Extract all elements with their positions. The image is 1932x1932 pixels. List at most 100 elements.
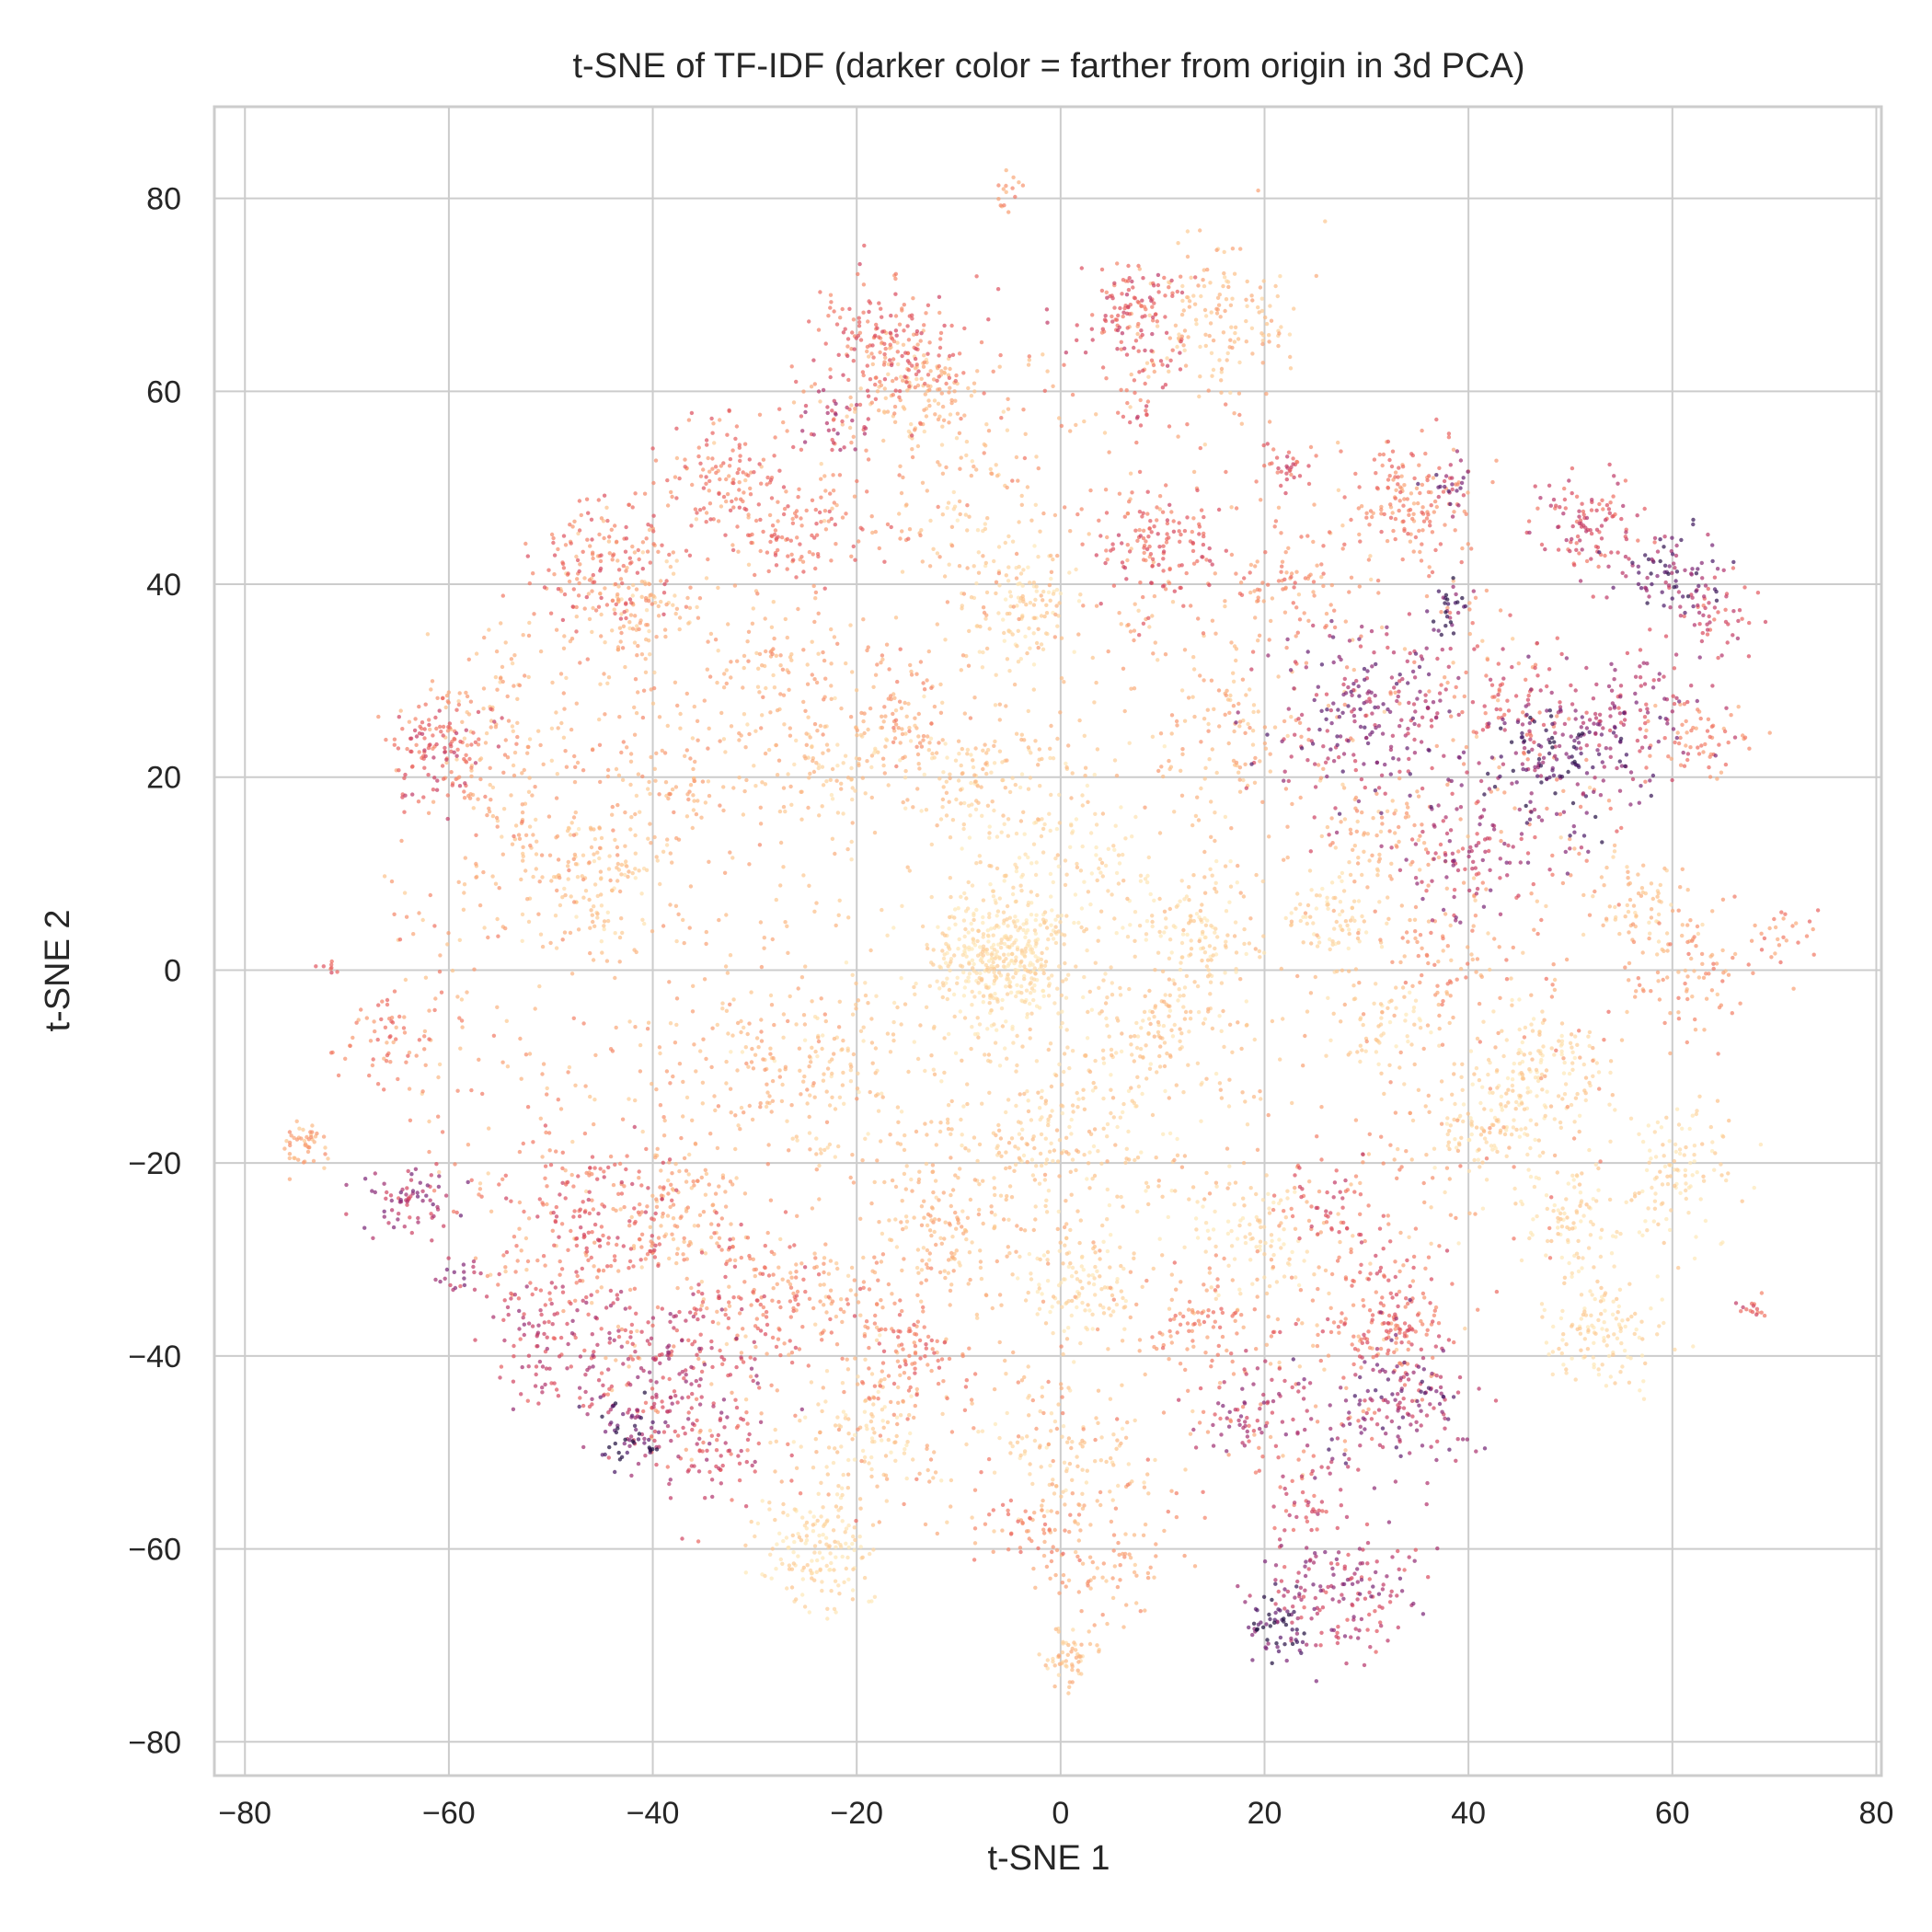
scatter-point <box>1219 366 1225 372</box>
scatter-point <box>880 1095 885 1099</box>
scatter-point <box>1010 539 1016 544</box>
scatter-point <box>778 663 783 668</box>
scatter-point <box>841 1472 845 1478</box>
scatter-point <box>1692 1153 1696 1157</box>
scatter-point <box>664 843 670 847</box>
scatter-point <box>997 1435 1002 1441</box>
scatter-point <box>803 1541 808 1546</box>
scatter-point <box>1203 314 1209 318</box>
scatter-point <box>1004 957 1008 961</box>
scatter-point <box>1552 1153 1558 1158</box>
scatter-point <box>984 751 989 755</box>
scatter-point <box>829 661 834 666</box>
scatter-point <box>881 1425 886 1431</box>
scatter-point <box>1064 914 1069 918</box>
scatter-point <box>1037 1652 1041 1657</box>
scatter-point <box>1053 1073 1059 1078</box>
scatter-point <box>1124 1146 1130 1152</box>
scatter-point <box>1263 1240 1268 1246</box>
scatter-point <box>1356 899 1362 903</box>
scatter-point <box>988 882 993 887</box>
scatter-point <box>1078 1442 1083 1446</box>
scatter-point <box>1482 1136 1488 1141</box>
scatter-point <box>995 914 999 918</box>
scatter-point <box>1022 954 1028 959</box>
scatter-point <box>969 921 973 926</box>
scatter-point <box>1086 799 1090 804</box>
scatter-point <box>1639 886 1645 891</box>
scatter-point <box>746 1064 751 1069</box>
scatter-point <box>640 550 645 555</box>
scatter-point <box>1530 1057 1535 1062</box>
scatter-point <box>1495 787 1501 792</box>
scatter-point <box>1111 1115 1117 1120</box>
scatter-point <box>870 1269 875 1273</box>
scatter-point <box>618 1207 623 1212</box>
scatter-point <box>1222 249 1226 255</box>
scatter-point <box>773 1517 777 1523</box>
scatter-point <box>1114 931 1119 936</box>
scatter-point <box>852 1457 857 1462</box>
scatter-point <box>1260 361 1265 365</box>
scatter-point <box>1048 828 1052 834</box>
scatter-point <box>633 811 638 817</box>
scatter-point <box>794 738 799 743</box>
scatter-point <box>673 903 679 908</box>
scatter-point <box>979 785 983 789</box>
scatter-point <box>1223 971 1227 975</box>
scatter-point <box>1226 1104 1232 1109</box>
scatter-point <box>954 436 960 441</box>
scatter-point <box>835 1514 841 1519</box>
scatter-point <box>840 1519 845 1524</box>
scatter-point <box>984 590 990 595</box>
scatter-point <box>1035 892 1040 898</box>
scatter-point <box>487 809 492 814</box>
scatter-point <box>1000 1024 1006 1029</box>
scatter-point <box>1032 1511 1037 1515</box>
scatter-point <box>1258 955 1262 960</box>
scatter-point <box>1236 391 1242 396</box>
scatter-point <box>1007 1165 1012 1170</box>
scatter-point <box>1202 875 1207 880</box>
scatter-point <box>1030 1137 1035 1142</box>
scatter-point <box>704 576 709 581</box>
scatter-point <box>1213 1209 1217 1214</box>
scatter-point <box>1620 1364 1625 1369</box>
scatter-point <box>849 765 854 771</box>
scatter-point <box>821 1556 825 1560</box>
scatter-point <box>1058 1240 1063 1245</box>
scatter-point <box>715 680 719 685</box>
scatter-point <box>1066 1642 1071 1648</box>
scatter-point <box>951 992 957 997</box>
scatter-point <box>1017 1132 1022 1136</box>
scatter-point <box>1510 997 1514 1003</box>
scatter-point <box>665 723 670 729</box>
scatter-point <box>1371 816 1375 821</box>
scatter-point <box>1345 923 1350 928</box>
scatter-point <box>1180 932 1186 937</box>
scatter-point <box>947 1031 951 1037</box>
scatter-point <box>1056 964 1062 969</box>
scatter-point <box>962 800 967 806</box>
scatter-point <box>1056 1282 1062 1288</box>
scatter-point <box>1033 502 1039 507</box>
scatter-point <box>1193 317 1199 322</box>
scatter-point <box>1111 1463 1116 1467</box>
scatter-point <box>1268 1434 1273 1440</box>
scatter-point <box>1582 1306 1587 1311</box>
scatter-point <box>880 1231 885 1236</box>
scatter-point <box>1032 966 1038 971</box>
scatter-point <box>635 1328 639 1334</box>
scatter-point <box>850 1597 856 1602</box>
scatter-point <box>1075 1455 1079 1459</box>
scatter-point <box>858 732 864 738</box>
scatter-point <box>1524 1126 1528 1131</box>
scatter-point <box>1536 1176 1542 1181</box>
scatter-point <box>929 842 934 847</box>
scatter-point <box>940 1411 945 1417</box>
scatter-point <box>996 1128 1002 1133</box>
scatter-point <box>944 813 949 818</box>
scatter-point <box>863 791 868 796</box>
scatter-point <box>903 1133 907 1138</box>
scatter-point <box>844 661 848 666</box>
